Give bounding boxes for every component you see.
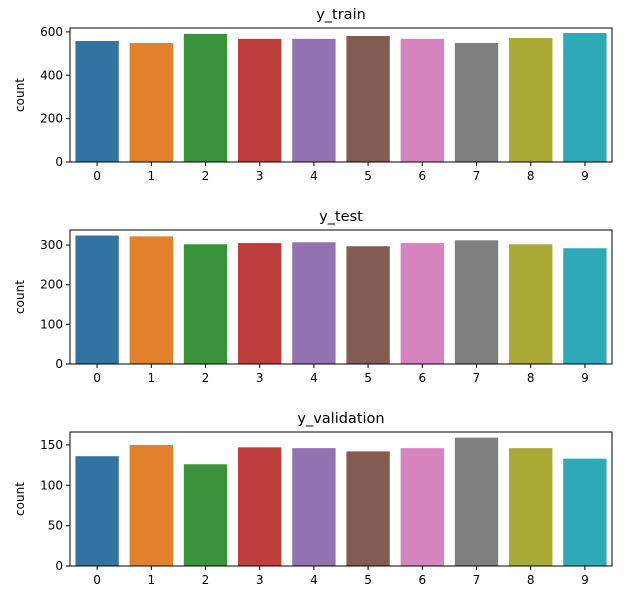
bar-9 — [563, 32, 607, 162]
bar-3 — [238, 243, 282, 364]
x-tick-label: 5 — [364, 371, 372, 385]
x-tick-label: 3 — [256, 573, 264, 587]
bar-3 — [238, 447, 282, 566]
bar-0 — [75, 235, 119, 364]
x-tick-label: 1 — [147, 371, 155, 385]
bar-9 — [563, 248, 607, 364]
x-tick-label: 9 — [581, 573, 589, 587]
bar-7 — [454, 437, 499, 566]
y-tick-label: 100 — [40, 317, 63, 331]
y-axis-label: count — [13, 482, 27, 516]
x-tick-label: 0 — [93, 573, 101, 587]
chart-title: y_test — [319, 209, 363, 225]
bar-1 — [129, 236, 173, 364]
y-tick-label: 50 — [48, 519, 63, 533]
x-tick-label: 2 — [202, 169, 210, 183]
y-tick-label: 0 — [55, 155, 63, 169]
bar-4 — [292, 448, 336, 566]
y-tick-label: 200 — [40, 278, 63, 292]
bar-7 — [454, 42, 499, 162]
x-tick-label: 6 — [418, 371, 426, 385]
bar-8 — [509, 448, 553, 566]
bar-9 — [563, 458, 607, 566]
bar-6 — [400, 243, 444, 364]
bar-0 — [75, 456, 119, 566]
bar-2 — [183, 464, 228, 566]
x-tick-label: 5 — [364, 573, 372, 587]
x-tick-label: 0 — [93, 371, 101, 385]
y-tick-label: 0 — [55, 357, 63, 371]
x-tick-label: 6 — [418, 573, 426, 587]
bar-6 — [400, 38, 444, 162]
x-tick-label: 1 — [147, 169, 155, 183]
bar-5 — [346, 246, 390, 364]
x-tick-label: 8 — [527, 573, 535, 587]
axes-frame — [69, 229, 613, 365]
bar-2 — [183, 244, 228, 364]
bar-5 — [346, 451, 390, 566]
x-tick-label: 8 — [527, 169, 535, 183]
x-tick-label: 1 — [147, 573, 155, 587]
x-tick-label: 7 — [473, 371, 481, 385]
y-tick-label: 600 — [40, 25, 63, 39]
y-axis-label: count — [13, 78, 27, 112]
chart-title: y_train — [316, 7, 366, 23]
axes-frame — [69, 431, 613, 567]
x-tick-label: 4 — [310, 169, 318, 183]
y-tick-label: 0 — [55, 559, 63, 573]
bar-0 — [75, 41, 119, 163]
bar-8 — [509, 37, 553, 163]
y-tick-label: 400 — [40, 68, 63, 82]
chart-title: y_validation — [297, 411, 384, 427]
x-tick-label: 5 — [364, 169, 372, 183]
y-axis-label: count — [13, 280, 27, 314]
x-tick-label: 2 — [202, 371, 210, 385]
x-tick-label: 9 — [581, 169, 589, 183]
x-tick-label: 9 — [581, 371, 589, 385]
bar-4 — [292, 38, 336, 162]
bar-4 — [292, 242, 336, 364]
x-tick-label: 7 — [473, 169, 481, 183]
x-tick-label: 4 — [310, 371, 318, 385]
x-tick-label: 8 — [527, 371, 535, 385]
y-tick-label: 150 — [40, 438, 63, 452]
x-tick-label: 3 — [256, 169, 264, 183]
bar-7 — [454, 240, 499, 364]
x-tick-label: 3 — [256, 371, 264, 385]
x-tick-label: 6 — [418, 169, 426, 183]
y-tick-label: 200 — [40, 112, 63, 126]
bar-2 — [183, 33, 228, 162]
bar-5 — [346, 36, 390, 162]
x-tick-label: 7 — [473, 573, 481, 587]
x-tick-label: 0 — [93, 169, 101, 183]
y-tick-label: 300 — [40, 238, 63, 252]
axes-frame — [69, 27, 613, 163]
bar-8 — [509, 244, 553, 364]
bar-3 — [238, 38, 282, 162]
x-tick-label: 4 — [310, 573, 318, 587]
y-tick-label: 100 — [40, 478, 63, 492]
bar-1 — [129, 42, 173, 162]
bar-6 — [400, 448, 444, 566]
x-tick-label: 2 — [202, 573, 210, 587]
bar-1 — [129, 444, 173, 566]
